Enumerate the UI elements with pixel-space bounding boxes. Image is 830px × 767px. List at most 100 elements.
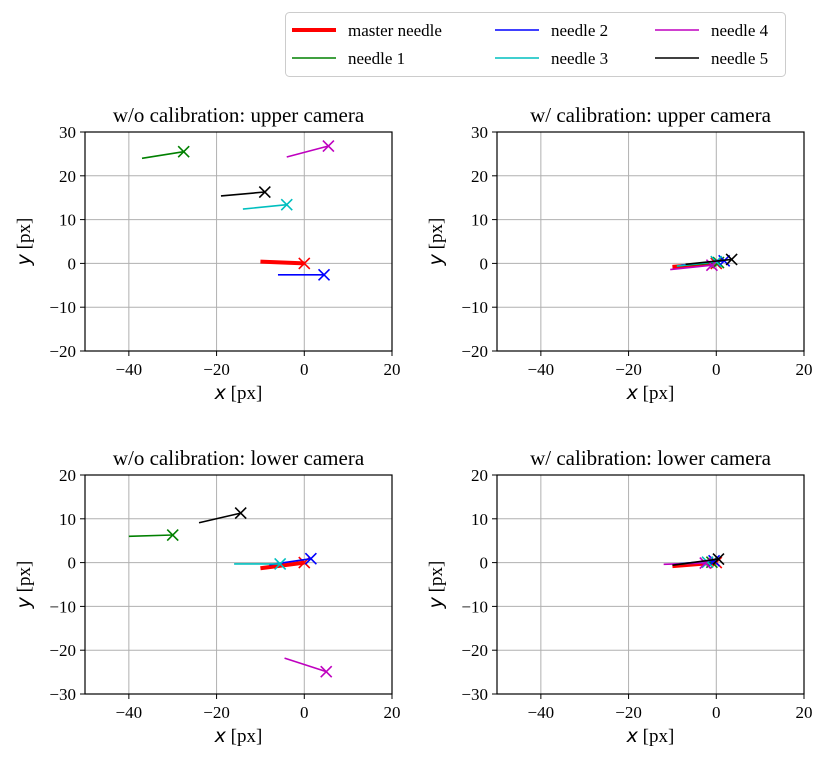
- panel-2-ytick-label: 20: [471, 167, 488, 186]
- panel-3-xtick-label: 0: [300, 703, 309, 722]
- panel-1-ytick-label: 0: [68, 254, 77, 273]
- panel-1-line-needle-1: [141, 150, 184, 160]
- panel-1: −40 −20 0 20 −20 −10 0 10 20 30 w/o calibration: u…: [13, 103, 401, 404]
- panel-2-xtick-label: −20: [615, 360, 642, 379]
- panel-2-ylabel: y [px]: [425, 218, 447, 267]
- panel-1-marker-master-needle: [298, 257, 311, 270]
- panel-4-series: [663, 553, 725, 570]
- panel-4-xtick-label: −20: [615, 703, 642, 722]
- panel-4: −40 −20 0 20 −30 −20 −10 0 10 20 w/ calibration: l…: [425, 446, 813, 747]
- panel-1-xlabel-var: x: [214, 382, 227, 404]
- panel-2-title: w/ calibration: upper camera: [530, 103, 771, 127]
- panel-1-ylabel-var: y: [13, 253, 35, 266]
- panel-2-line-needle-4: [670, 264, 712, 271]
- panel-1-marker-needle-5: [258, 185, 271, 199]
- legend-label-needle-4: needle 4: [711, 21, 769, 40]
- panel-2-ytick-label: −10: [461, 298, 488, 317]
- legend-entry-needle-4: needle 4: [655, 21, 769, 40]
- panel-1-line-master-needle: [260, 259, 305, 266]
- panel-4-xlabel: x [px]: [626, 725, 675, 747]
- panel-1-marker-needle-3: [280, 198, 293, 211]
- panel-4-ytick-label: −10: [461, 597, 488, 616]
- panel-1-ytick-label: 10: [59, 211, 76, 230]
- panel-3-ytick-label: 0: [68, 554, 77, 573]
- panel-2-series: [670, 253, 738, 272]
- panel-2-frame: [496, 131, 805, 352]
- legend-entry-needle-3: needle 3: [495, 49, 608, 68]
- panel-4-ylabel-unit: [px]: [426, 561, 447, 593]
- panel-3-xtick-label: −20: [203, 703, 230, 722]
- panel-2-ytick-label: 0: [480, 254, 489, 273]
- panel-1-xtick-label: 0: [300, 360, 309, 379]
- panel-3-xtick-label: 20: [384, 703, 401, 722]
- panel-4-xlabel-unit: [px]: [643, 726, 675, 747]
- panel-2-xlabel-var: x: [626, 382, 639, 404]
- panel-2-grid: [497, 131, 805, 352]
- panel-3-ylabel-unit: [px]: [14, 561, 35, 593]
- panel-3-title: w/o calibration: lower camera: [113, 446, 365, 470]
- panel-3-frame: [84, 474, 393, 695]
- panel-2-xlabel: x [px]: [626, 382, 675, 404]
- panel-1-frame: [84, 131, 393, 352]
- panel-3-series: [128, 507, 333, 678]
- panel-3-xlabel-unit: [px]: [231, 726, 263, 747]
- panel-3-xtick-label: −40: [116, 703, 143, 722]
- panel-2-xtick-label: 20: [796, 360, 813, 379]
- panel-1-xtick-label: 20: [384, 360, 401, 379]
- panel-4-ytick-label: 10: [471, 510, 488, 529]
- legend: master needle needle 1 needle 2 needle 3 nee…: [285, 12, 786, 77]
- panel-2-ytick-label: 30: [471, 123, 488, 142]
- panel-4-ytick-label: 20: [471, 466, 488, 485]
- panel-3: −40 −20 0 20 −30 −20 −10 0 10 20 w/o calibration: …: [13, 446, 401, 747]
- panel-3-marker-needle-4: [320, 665, 333, 678]
- panel-2: −40 −20 0 20 −20 −10 0 10 20 30 w/ calibration: up…: [425, 103, 813, 404]
- legend-label-needle-5: needle 5: [711, 49, 768, 68]
- panel-2-xtick-label: 0: [712, 360, 721, 379]
- panel-4-line-needle-5: [672, 558, 719, 567]
- panel-2-ylabel-var: y: [425, 253, 447, 266]
- panel-3-ytick-label: −10: [49, 597, 76, 616]
- panel-4-xtick-label: 0: [712, 703, 721, 722]
- panel-1-xtick-label: −20: [203, 360, 230, 379]
- panel-3-ylabel: y [px]: [13, 561, 35, 610]
- panel-1-ylabel-unit: [px]: [14, 218, 35, 250]
- panel-4-marker-needle-5: [712, 553, 725, 566]
- panel-3-ytick-label: −30: [49, 685, 76, 704]
- panel-1-title: w/o calibration: upper camera: [113, 103, 365, 127]
- panel-1-line-needle-5: [220, 191, 265, 197]
- legend-entry-needle-1: needle 1: [292, 49, 405, 68]
- panel-2-ylabel-unit: [px]: [426, 218, 447, 250]
- legend-entry-needle-2: needle 2: [495, 21, 608, 40]
- panel-3-grid: [85, 474, 393, 695]
- panel-1-marker-needle-1: [177, 145, 190, 158]
- panel-1-line-needle-4: [286, 145, 329, 158]
- legend-entry-master-needle: master needle: [292, 21, 442, 40]
- panel-3-ylabel-var: y: [13, 596, 35, 609]
- panel-4-marker-needle-4: [699, 556, 712, 570]
- panel-1-xtick-label: −40: [116, 360, 143, 379]
- panel-4-grid: [497, 474, 805, 695]
- panel-1-ylabel: y [px]: [13, 218, 35, 267]
- panel-3-marker-needle-1: [166, 528, 179, 542]
- panel-2-xlabel-unit: [px]: [643, 383, 675, 404]
- panel-1-ytick-label: 20: [59, 167, 76, 186]
- panel-2-xtick-label: −40: [528, 360, 555, 379]
- panel-3-xlabel-var: x: [214, 725, 227, 747]
- panel-4-ytick-label: 0: [480, 554, 489, 573]
- panel-1-ytick-label: −10: [49, 298, 76, 317]
- panel-2-ytick-label: 10: [471, 211, 488, 230]
- panel-4-ytick-label: −20: [461, 641, 488, 660]
- panel-2-ytick-label: −20: [461, 342, 488, 361]
- panel-3-xlabel: x [px]: [214, 725, 263, 747]
- legend-label-needle-1: needle 1: [348, 49, 405, 68]
- panel-4-ylabel: y [px]: [425, 561, 447, 610]
- panel-3-ytick-label: −20: [49, 641, 76, 660]
- panel-4-xtick-label: −40: [528, 703, 555, 722]
- panel-3-marker-needle-5: [234, 507, 247, 520]
- panel-1-grid: [85, 131, 393, 352]
- panel-2-marker-needle-5: [725, 253, 738, 266]
- panel-1-line-needle-3: [242, 203, 287, 210]
- panel-1-xlabel-unit: [px]: [231, 383, 263, 404]
- panel-4-ylabel-var: y: [425, 596, 447, 609]
- legend-label-needle-3: needle 3: [551, 49, 608, 68]
